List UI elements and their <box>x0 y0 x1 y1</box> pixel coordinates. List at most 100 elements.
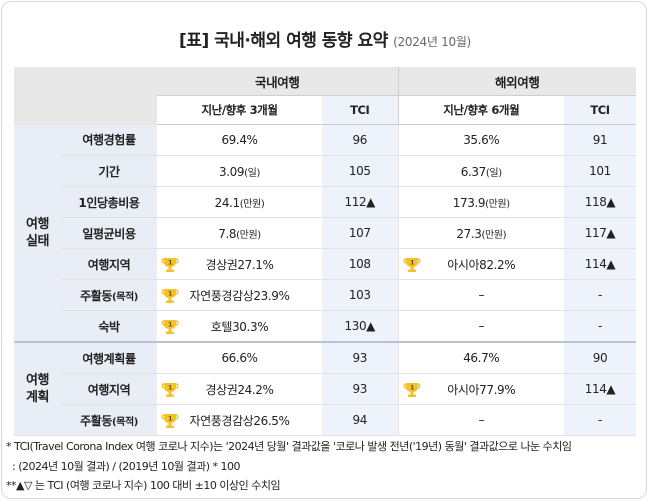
domestic-value: 69.4% <box>157 124 322 156</box>
group-actual-line2: 실태 <box>25 233 50 249</box>
domestic-tci-text: 112▲ <box>344 195 376 209</box>
domestic-value: 1 자연풍경감상23.9% <box>157 279 322 311</box>
overseas-tci-text: - <box>598 413 602 427</box>
trophy-icon: 1 <box>161 258 179 272</box>
overseas-value: 27.3(만원) <box>397 217 564 249</box>
domestic-tci-text: 105 <box>348 164 371 178</box>
overseas-tci: 117▲ <box>564 217 636 249</box>
overseas-tci: 114▲ <box>564 373 636 405</box>
domestic-value-unit: (일) <box>244 167 260 179</box>
table-row: 기간 3.09(일) 105 6.37 (일) 101 <box>14 155 636 187</box>
row-label-text: 일평균비용 <box>82 226 136 241</box>
trophy-icon: 1 <box>161 383 179 397</box>
overseas-value-text: 아시아77.9% <box>447 382 516 397</box>
domestic-value-text: 자연풍경감상23.9% <box>189 288 290 303</box>
overseas-value-text: 35.6% <box>463 133 500 147</box>
overseas-tci: - <box>564 310 636 343</box>
overseas-tci-text: 91 <box>592 133 608 147</box>
overseas-tci-text: - <box>598 319 602 333</box>
page-title: [표] 국내·해외 여행 동향 요약 (2024년 10월) <box>0 26 650 51</box>
group-plan-line1: 여행 <box>25 373 50 388</box>
svg-text:1: 1 <box>168 290 173 298</box>
row-label-text: 기간 <box>98 164 120 179</box>
header-overseas-period: 지난/향후 6개월 <box>397 95 564 125</box>
domestic-value: 7.8(만원) <box>157 217 322 249</box>
domestic-tci-text: 130▲ <box>344 319 376 333</box>
domestic-value-text: 24.1 <box>214 195 241 210</box>
domestic-value: 24.1(만원) <box>157 186 322 218</box>
domestic-value-text: 69.4% <box>221 133 258 147</box>
overseas-tci-text: 101 <box>589 164 611 178</box>
row-label-text: 여행경험률 <box>82 133 136 148</box>
table-row: 여행지역 1 경상권24.2% 93 1 아시아77.9% 114▲ <box>14 373 636 405</box>
table-row: 1인당총비용 24.1(만원) 112▲ 173.9(만원) 118▲ <box>14 186 636 218</box>
overseas-value: 1 아시아77.9% <box>397 373 564 405</box>
table-row: 주활동(목적) 1 자연풍경감상23.9% 103 – - <box>14 279 636 311</box>
row-label: 1인당총비용 <box>61 186 157 218</box>
trophy-icon: 1 <box>161 414 179 428</box>
overseas-tci-text: 90 <box>592 351 608 365</box>
table-row: 여행지역 1 경상권27.1% 108 1 아시아82.2% 114▲ <box>14 248 636 280</box>
domestic-tci: 107 <box>322 217 398 249</box>
svg-text:1: 1 <box>168 384 173 392</box>
domestic-tci: 130▲ <box>322 310 398 343</box>
svg-text:1: 1 <box>168 259 173 267</box>
overseas-value-text: – <box>478 319 485 333</box>
row-label: 여행경험률 <box>61 124 157 156</box>
domestic-tci: 94 <box>322 404 398 436</box>
domestic-value-text: 자연풍경감상26.5% <box>189 413 290 428</box>
domestic-value-text: 경상권24.2% <box>205 382 274 397</box>
table-row: 숙박 1 호텔30.3% 130▲ – - <box>14 310 636 343</box>
domestic-tci-text: 94 <box>352 413 368 427</box>
overseas-tci: 91 <box>564 124 636 156</box>
row-label-unit: (목적) <box>111 416 138 428</box>
table-row: 일평균비용 7.8(만원) 107 27.3(만원) 117▲ <box>14 217 636 249</box>
svg-text:1: 1 <box>409 384 414 392</box>
overseas-value: 46.7% <box>397 341 564 374</box>
overseas-tci: 114▲ <box>564 248 636 280</box>
group-actual: 여행 실태 <box>14 124 61 343</box>
row-label-unit: (목적) <box>111 291 138 303</box>
row-label: 여행지역 <box>61 373 157 405</box>
row-label-text: 주활동 <box>80 288 112 303</box>
svg-text:1: 1 <box>168 415 173 423</box>
trophy-icon: 1 <box>161 320 179 334</box>
overseas-value-text: – <box>478 288 485 302</box>
overseas-tci: - <box>564 279 636 311</box>
domestic-value: 1 경상권24.2% <box>157 373 322 405</box>
overseas-tci: 118▲ <box>564 186 636 218</box>
overseas-value: – <box>397 310 564 343</box>
overseas-value-text: – <box>478 413 485 427</box>
trophy-icon: 1 <box>402 383 421 397</box>
table-body: 여행 실태 여행경험률 69.4% 96 35.6% 91 기간 3.09(일) 105 6.37(… <box>14 124 636 436</box>
overseas-value: – <box>397 404 564 436</box>
overseas-value: 173.9(만원) <box>397 186 564 218</box>
overseas-value-text: 6.37 <box>460 164 487 179</box>
trophy-icon: 1 <box>402 258 421 272</box>
domestic-value-text: 7.8 <box>218 226 237 241</box>
domestic-value: 3.09(일) <box>157 155 322 187</box>
row-label-text: 여행지역 <box>87 382 131 397</box>
overseas-value-text: 173.9 <box>452 195 486 210</box>
row-label-text: 여행계획률 <box>82 351 136 366</box>
overseas-tci-text: 117▲ <box>584 226 616 240</box>
overseas-value-text: 아시아82.2% <box>447 257 516 272</box>
overseas-tci: - <box>564 404 636 436</box>
title-text: [표] 국내·해외 여행 동향 요약 <box>179 31 388 51</box>
trophy-icon: 1 <box>161 289 179 303</box>
group-plan-line2: 계획 <box>25 390 50 405</box>
overseas-value: – <box>397 279 564 311</box>
domestic-value-text: 3.09 <box>219 164 245 179</box>
row-label: 여행계획률 <box>61 341 157 374</box>
overseas-tci-text: 114▲ <box>584 382 616 396</box>
table-corner <box>14 67 157 125</box>
domestic-tci-text: 103 <box>348 288 371 302</box>
domestic-tci: 93 <box>322 341 398 374</box>
row-label-text: 여행지역 <box>87 257 131 272</box>
domestic-tci: 105 <box>322 155 398 187</box>
table-row: 여행 계획 여행계획률 66.6% 93 46.7% 90 <box>14 341 636 436</box>
header-domestic-period: 지난/향후 3개월 <box>157 95 322 125</box>
header-overseas-tci: TCI <box>564 95 636 125</box>
overseas-value-unit: (만원) <box>481 229 507 241</box>
